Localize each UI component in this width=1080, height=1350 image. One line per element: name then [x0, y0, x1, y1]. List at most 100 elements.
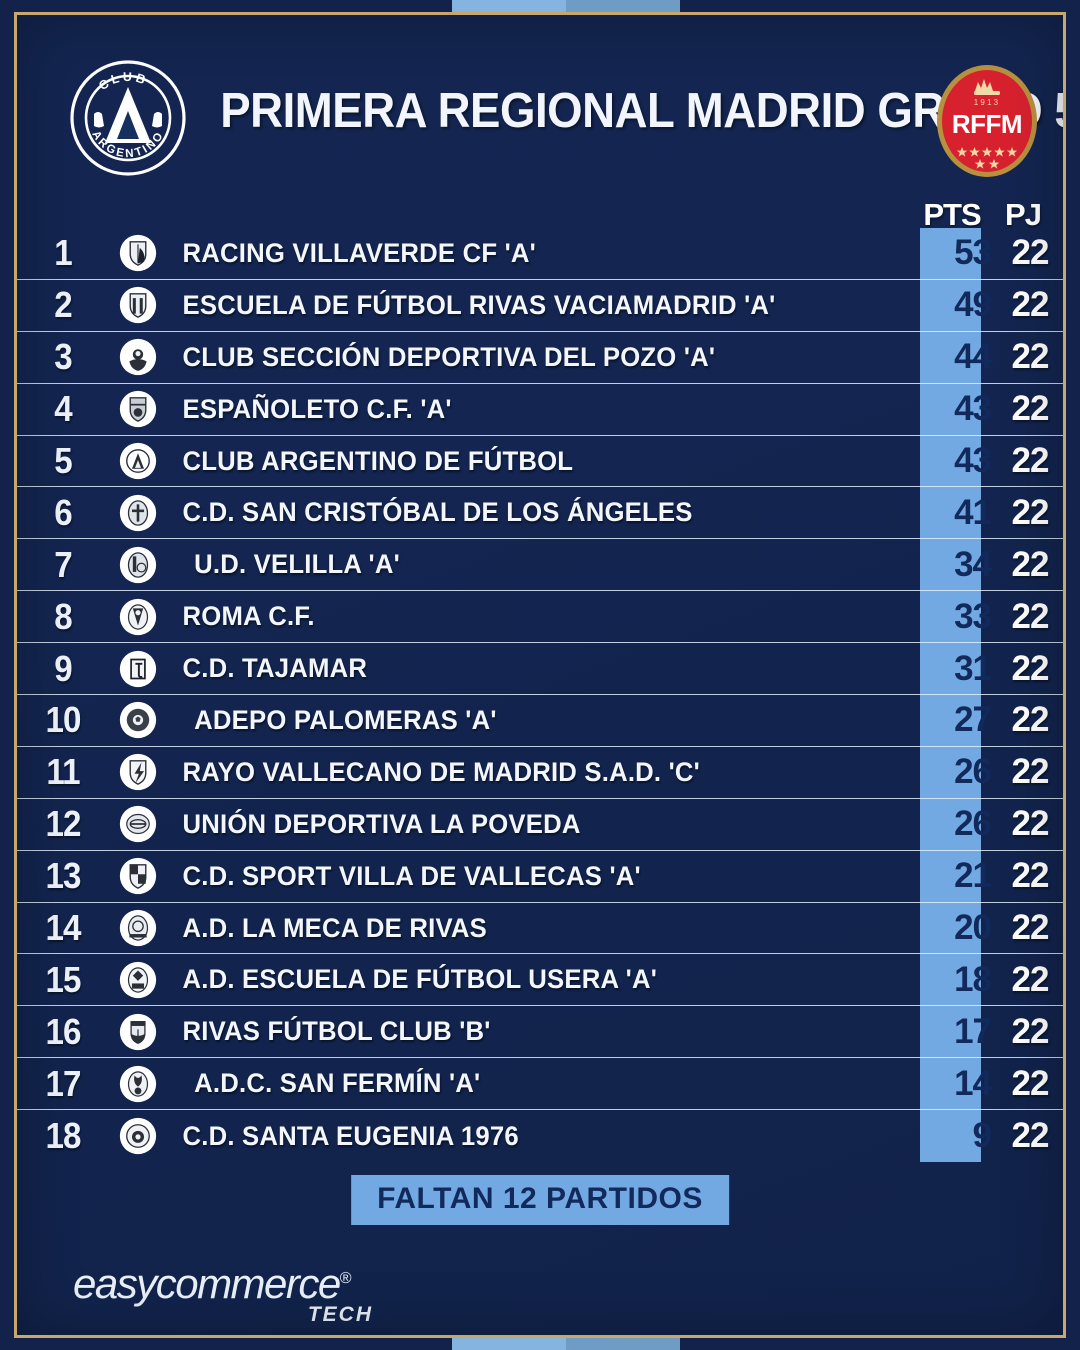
table-row: 17 A.D.C. SAN FERMÍN 'A' 14 22	[17, 1058, 1063, 1111]
rank-position: 8	[54, 595, 72, 637]
team-name: C.D. SANTA EUGENIA 1976	[182, 1120, 519, 1151]
rank-position: 7	[54, 543, 72, 585]
rank-position: 3	[54, 336, 72, 378]
team-name: A.D.C. SAN FERMÍN 'A'	[194, 1068, 481, 1099]
matches-played-value: 22	[1011, 856, 1050, 896]
brand-subtitle: TECH	[307, 1303, 373, 1326]
matches-played-value: 22	[1011, 389, 1050, 429]
points-value: 26	[954, 804, 992, 844]
svg-text:RFFM: RFFM	[952, 109, 1022, 139]
table-row: 15 A.D. ESCUELA DE FÚTBOL USERA 'A' 18 22	[17, 954, 1063, 1007]
rank-position: 10	[45, 699, 81, 741]
header: CLUB ARGENTINO PRIMERA REGIONAL MADRID G…	[17, 37, 1066, 177]
table-row: 4 ESPAÑOLETO C.F. 'A' 43 22	[17, 384, 1063, 436]
rivas-futbol-club-crest-icon	[109, 1010, 167, 1054]
team-name: U.D. VELILLA 'A'	[194, 549, 400, 580]
rank-position: 16	[45, 1010, 81, 1052]
points-value: 20	[954, 908, 992, 948]
racing-villaverde-crest-icon	[109, 231, 167, 275]
table-row: 13 C.D. SPORT VILLA DE VALLECAS 'A' 21 22	[17, 851, 1063, 903]
team-name: RAYO VALLECANO DE MADRID S.A.D. 'C'	[182, 756, 700, 787]
points-value: 9	[972, 1116, 992, 1156]
rank-position: 17	[45, 1062, 81, 1104]
column-header-pj: PJ	[1005, 197, 1042, 232]
rank-position: 14	[45, 907, 81, 949]
la-meca-de-rivas-crest-icon	[109, 906, 167, 950]
svg-text:CLUB: CLUB	[96, 70, 150, 93]
ud-la-poveda-crest-icon	[109, 802, 167, 846]
matches-played-value: 22	[1011, 1063, 1050, 1103]
table-row: 10 ADEPO PALOMERAS 'A' 27 22	[17, 695, 1063, 747]
points-value: 43	[954, 389, 992, 429]
table-row: 14 A.D. LA MECA DE RIVAS 20 22	[17, 903, 1063, 955]
remaining-matches-banner: FALTAN 12 PARTIDOS	[351, 1175, 729, 1225]
rank-position: 11	[46, 751, 80, 793]
team-name: CLUB ARGENTINO DE FÚTBOL	[182, 445, 574, 476]
matches-played-value: 22	[1011, 700, 1050, 740]
points-value: 34	[954, 544, 992, 584]
matches-played-value: 22	[1011, 492, 1050, 532]
matches-played-value: 22	[1011, 1116, 1050, 1156]
matches-played-value: 22	[1011, 544, 1050, 584]
rayo-vallecano-crest-icon	[109, 750, 167, 794]
page-title: PRIMERA REGIONAL MADRID GRUPO 5	[220, 84, 1066, 138]
team-name: C.D. SPORT VILLA DE VALLECAS 'A'	[182, 860, 641, 891]
rank-position: 13	[45, 855, 81, 897]
brand-name: easycommerce®	[73, 1260, 352, 1307]
points-value: 27	[954, 700, 992, 740]
espanoleto-crest-icon	[109, 387, 167, 431]
table-row: 9 C.D. TAJAMAR 31 22	[17, 643, 1063, 696]
table-row: 5 CLUB ARGENTINO DE FÚTBOL 43 22	[17, 436, 1063, 488]
table-row: 18 C.D. SANTA EUGENIA 1976 9 22	[17, 1110, 1063, 1162]
svg-text:1913: 1913	[974, 98, 1001, 107]
registered-mark: ®	[339, 1270, 352, 1287]
table-row: 12 UNIÓN DEPORTIVA LA POVEDA 26 22	[17, 799, 1063, 851]
rffm-logo-icon: 1913 RFFM	[937, 65, 1037, 177]
table-row: 2 ESCUELA DE FÚTBOL RIVAS VACIAMADRID 'A'…	[17, 280, 1063, 332]
table-row: 16 RIVAS FÚTBOL CLUB 'B' 17 22	[17, 1006, 1063, 1059]
matches-played-value: 22	[1011, 1011, 1050, 1051]
rank-position: 1	[54, 232, 72, 274]
matches-played-value: 22	[1011, 337, 1050, 377]
table-row: 8 ROMA C.F. 33 22	[17, 591, 1063, 644]
points-value: 49	[954, 285, 992, 325]
table-row: 7 U.D. VELILLA 'A' 34 22	[17, 539, 1063, 592]
points-value: 14	[954, 1063, 992, 1103]
team-name: C.D. SAN CRISTÓBAL DE LOS ÁNGELES	[182, 497, 693, 528]
rank-position: 9	[54, 647, 72, 689]
team-name: CLUB SECCIÓN DEPORTIVA DEL POZO 'A'	[182, 341, 716, 372]
points-value: 26	[954, 752, 992, 792]
club-argentino-logo-icon: CLUB ARGENTINO	[70, 60, 186, 176]
matches-played-value: 22	[1011, 233, 1050, 273]
rank-position: 15	[45, 958, 81, 1000]
main-panel: CLUB ARGENTINO PRIMERA REGIONAL MADRID G…	[14, 12, 1066, 1338]
rank-position: 18	[45, 1115, 81, 1157]
points-value: 43	[954, 441, 992, 480]
standings-table: 1 RACING VILLAVERDE CF 'A' 53 22 2 ESCUELA DE…	[17, 228, 1063, 1162]
matches-played-value: 22	[1011, 441, 1050, 480]
team-name: ESCUELA DE FÚTBOL RIVAS VACIAMADRID 'A'	[182, 289, 776, 320]
team-name: A.D. ESCUELA DE FÚTBOL USERA 'A'	[182, 964, 658, 995]
seccion-deportiva-del-pozo-crest-icon	[109, 335, 167, 379]
matches-played-value: 22	[1011, 752, 1050, 792]
team-name: ESPAÑOLETO C.F. 'A'	[182, 393, 452, 424]
points-value: 31	[954, 648, 992, 688]
rank-position: 6	[54, 491, 72, 533]
matches-played-value: 22	[1011, 648, 1050, 688]
team-name: ADEPO PALOMERAS 'A'	[194, 704, 497, 735]
santa-eugenia-crest-icon	[109, 1114, 167, 1158]
table-row: 11 RAYO VALLECANO DE MADRID S.A.D. 'C' 26 2…	[17, 747, 1063, 799]
easycommerce-logo: easycommerce® TECH	[73, 1263, 373, 1333]
points-value: 21	[954, 856, 992, 896]
team-name: A.D. LA MECA DE RIVAS	[182, 912, 487, 943]
table-row: 6 C.D. SAN CRISTÓBAL DE LOS ÁNGELES 41 22	[17, 487, 1063, 540]
points-value: 41	[954, 492, 992, 532]
rank-position: 5	[54, 440, 72, 481]
matches-played-value: 22	[1011, 804, 1050, 844]
points-value: 33	[954, 596, 992, 636]
matches-played-value: 22	[1011, 285, 1050, 325]
points-value: 44	[954, 337, 992, 377]
san-cristobal-crest-icon	[109, 491, 167, 535]
club-argentino-crest-icon	[109, 439, 167, 483]
